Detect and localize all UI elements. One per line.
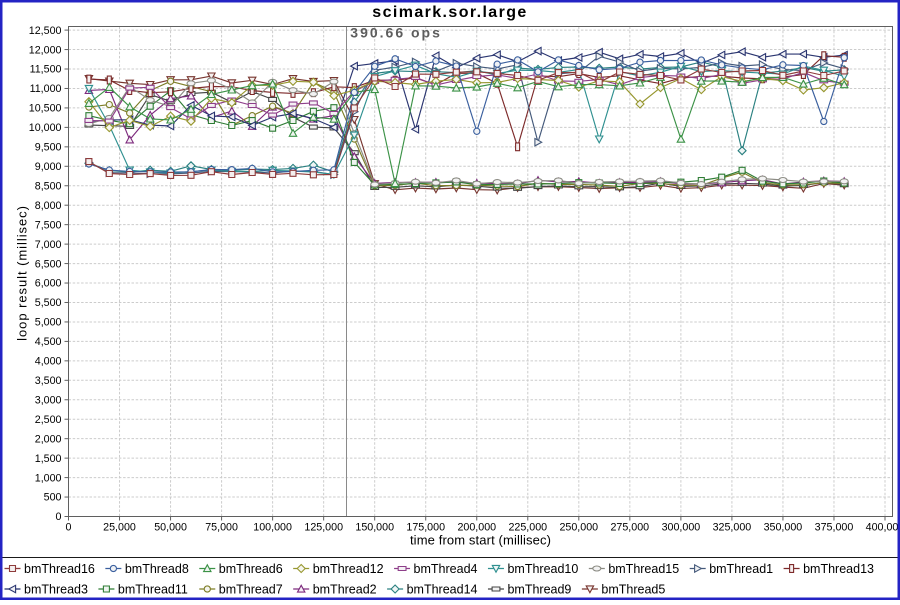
svg-text:1,000: 1,000 bbox=[35, 472, 62, 484]
svg-text:10,000: 10,000 bbox=[29, 122, 62, 134]
svg-text:bmThread10: bmThread10 bbox=[507, 562, 578, 576]
svg-text:6,000: 6,000 bbox=[35, 278, 62, 290]
svg-text:bmThread3: bmThread3 bbox=[24, 582, 88, 596]
svg-text:7,500: 7,500 bbox=[35, 219, 62, 231]
svg-text:bmThread7: bmThread7 bbox=[219, 582, 283, 596]
svg-text:loop result (millisec): loop result (millisec) bbox=[15, 205, 30, 341]
svg-text:bmThread6: bmThread6 bbox=[219, 562, 283, 576]
svg-text:9,000: 9,000 bbox=[35, 161, 62, 173]
svg-text:375,000: 375,000 bbox=[815, 521, 854, 533]
svg-text:5,500: 5,500 bbox=[35, 297, 62, 309]
svg-text:12,000: 12,000 bbox=[29, 44, 62, 56]
svg-text:200,000: 200,000 bbox=[457, 521, 496, 533]
svg-text:11,000: 11,000 bbox=[30, 83, 62, 95]
svg-text:0: 0 bbox=[66, 521, 72, 533]
svg-text:bmThread8: bmThread8 bbox=[125, 562, 189, 576]
svg-text:8,500: 8,500 bbox=[35, 180, 62, 192]
svg-text:8,000: 8,000 bbox=[35, 200, 62, 212]
svg-text:400,000: 400,000 bbox=[866, 521, 900, 533]
svg-text:bmThread14: bmThread14 bbox=[407, 582, 478, 596]
svg-text:3,500: 3,500 bbox=[35, 375, 62, 387]
svg-text:bmThread15: bmThread15 bbox=[608, 562, 679, 576]
svg-text:scimark.sor.large: scimark.sor.large bbox=[372, 4, 527, 21]
svg-text:bmThread2: bmThread2 bbox=[313, 582, 377, 596]
svg-text:bmThread9: bmThread9 bbox=[507, 582, 571, 596]
svg-text:4,500: 4,500 bbox=[35, 336, 62, 348]
svg-text:bmThread5: bmThread5 bbox=[601, 582, 665, 596]
svg-text:275,000: 275,000 bbox=[610, 521, 649, 533]
svg-text:2,500: 2,500 bbox=[35, 414, 62, 426]
svg-text:4,000: 4,000 bbox=[35, 356, 62, 368]
svg-text:175,000: 175,000 bbox=[406, 521, 445, 533]
svg-text:7,000: 7,000 bbox=[35, 239, 62, 251]
svg-text:50,000: 50,000 bbox=[154, 521, 187, 533]
svg-text:350,000: 350,000 bbox=[764, 521, 803, 533]
svg-text:bmThread4: bmThread4 bbox=[414, 562, 478, 576]
svg-text:3,000: 3,000 bbox=[35, 395, 62, 407]
svg-text:100,000: 100,000 bbox=[253, 521, 292, 533]
svg-text:75,000: 75,000 bbox=[205, 521, 238, 533]
svg-text:500: 500 bbox=[44, 492, 62, 504]
svg-text:2,000: 2,000 bbox=[35, 433, 62, 445]
svg-text:10,500: 10,500 bbox=[29, 103, 62, 115]
svg-text:300,000: 300,000 bbox=[662, 521, 701, 533]
svg-text:6,500: 6,500 bbox=[35, 258, 62, 270]
svg-text:bmThread11: bmThread11 bbox=[118, 582, 188, 596]
svg-text:250,000: 250,000 bbox=[559, 521, 598, 533]
svg-text:325,000: 325,000 bbox=[713, 521, 752, 533]
svg-text:12,500: 12,500 bbox=[29, 25, 62, 37]
svg-text:0: 0 bbox=[56, 511, 62, 523]
svg-text:9,500: 9,500 bbox=[35, 142, 62, 154]
svg-text:225,000: 225,000 bbox=[508, 521, 547, 533]
svg-text:bmThread1: bmThread1 bbox=[709, 562, 773, 576]
svg-text:125,000: 125,000 bbox=[304, 521, 343, 533]
svg-text:bmThread13: bmThread13 bbox=[803, 562, 874, 576]
svg-text:150,000: 150,000 bbox=[355, 521, 394, 533]
svg-text:bmThread16: bmThread16 bbox=[24, 562, 95, 576]
svg-text:time from start (millisec): time from start (millisec) bbox=[410, 533, 551, 548]
svg-text:1,500: 1,500 bbox=[35, 453, 62, 465]
svg-text:25,000: 25,000 bbox=[103, 521, 136, 533]
svg-text:bmThread12: bmThread12 bbox=[313, 562, 384, 576]
svg-text:11,500: 11,500 bbox=[30, 64, 62, 76]
svg-text:390.66 ops: 390.66 ops bbox=[350, 25, 442, 41]
svg-text:5,000: 5,000 bbox=[35, 317, 62, 329]
